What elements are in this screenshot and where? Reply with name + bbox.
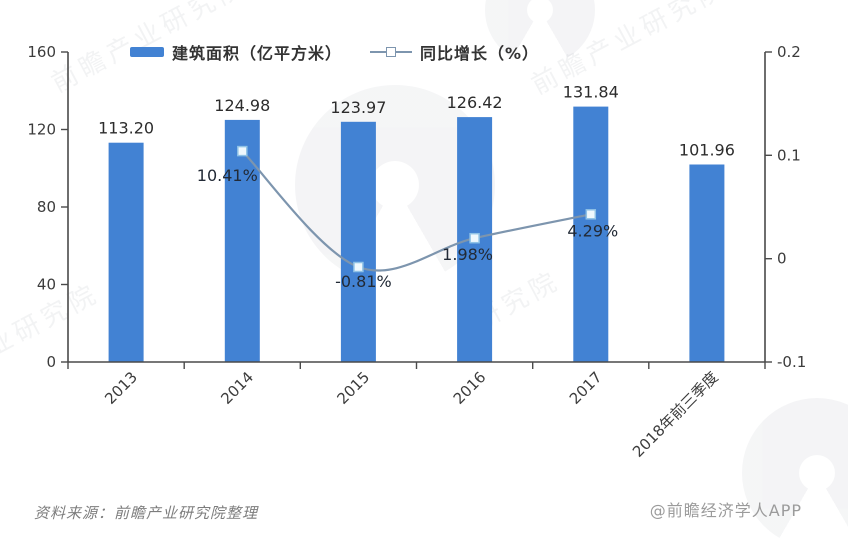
bar-value-label: 123.97 [330,98,386,117]
right-axis-tick-label: 0.1 [777,146,801,164]
line-marker [585,209,597,220]
legend-item-bar-series: 建筑面积（亿平方米） [130,40,342,64]
growth-line [241,150,592,272]
bar-value-label: 131.84 [563,83,619,102]
bar-value-label: 113.20 [98,119,154,138]
line-swatch-marker [386,47,397,57]
line-value-label: 10.41% [197,166,258,185]
line-value-label: 4.29% [567,221,618,240]
x-axis-label: 2013 [101,368,141,408]
bar [340,121,376,362]
line-marker [469,232,480,244]
x-axis-label: 2018年前三季度 [629,368,722,461]
legend-label-bar-series: 建筑面积（亿平方米） [172,44,343,63]
legend-label-line-series: 同比增长（%） [420,44,540,63]
x-axis-label: 2016 [450,368,490,408]
right-axis-tick-label: -0.1 [777,353,806,371]
bar [689,164,725,362]
credit-watermark: @前瞻经济学人APP [649,501,802,520]
bar-value-label: 124.98 [214,96,270,115]
line-marker [353,261,364,273]
bar [224,119,260,363]
line-series-swatch [370,47,413,57]
left-axis-tick-label: 80 [37,198,56,216]
bar-value-label: 126.42 [447,93,503,112]
left-axis-tick-label: 160 [27,43,56,61]
line-value-label: 1.98% [442,245,493,264]
x-axis-label: 2014 [217,368,257,408]
line-marker [237,145,248,157]
line-value-label: -0.81% [335,272,392,291]
left-axis-tick-label: 120 [27,121,56,139]
bar [573,106,609,362]
left-axis-tick-label: 0 [46,353,56,371]
bar-value-label: 101.96 [679,141,735,160]
legend: 建筑面积（亿平方米） 同比增长（%） [130,40,539,64]
right-axis-tick-label: 0 [777,250,787,268]
legend-item-line-series: 同比增长（%） [370,40,539,64]
source-note: 资料来源：前瞻产业研究院整理 [34,504,259,522]
left-axis-tick-label: 40 [37,276,56,294]
x-axis-label: 2017 [566,368,606,408]
chart-canvas: 113.20 124.98 123.97 126.42 131.84 101.96 0 40 8… [27,43,806,461]
bar [108,142,144,362]
bar-series-swatch [130,47,164,57]
right-axis-tick-label: 0.2 [777,43,801,61]
x-axis-label: 2015 [333,368,373,408]
